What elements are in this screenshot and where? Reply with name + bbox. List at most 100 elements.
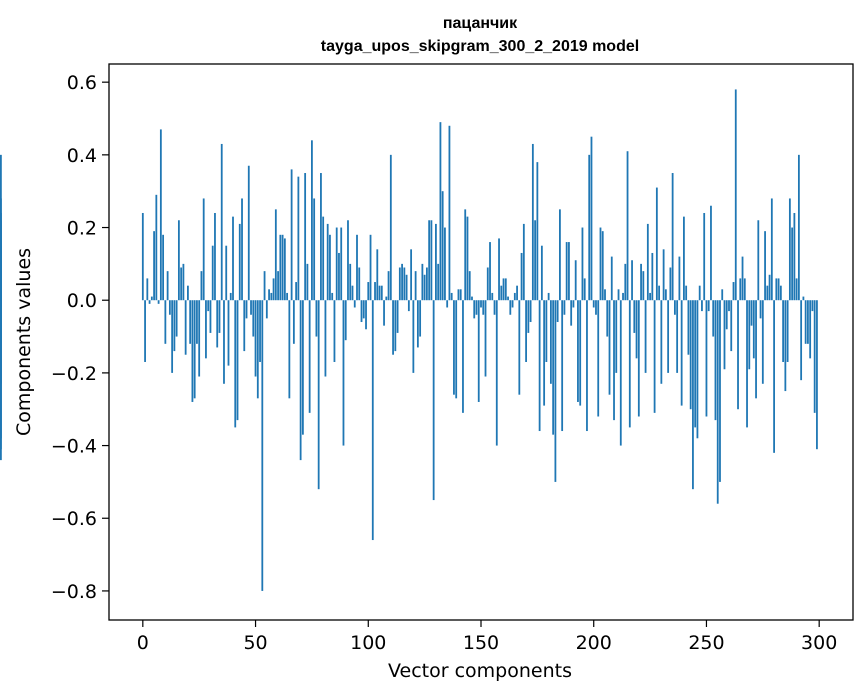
bar-48 <box>250 300 252 315</box>
bar-25 <box>198 300 201 377</box>
bar-282 <box>777 278 780 301</box>
bar-40 <box>232 216 234 301</box>
bar-33 <box>216 300 219 348</box>
bar-259 <box>725 300 728 330</box>
bar-213 <box>622 292 624 301</box>
bar-288 <box>791 227 794 301</box>
bar-82 <box>326 223 329 301</box>
bar-134 <box>444 227 446 301</box>
bar-79 <box>320 173 322 301</box>
bar-294 <box>804 300 807 344</box>
bar-271 <box>752 300 755 359</box>
bar-60 <box>277 271 279 301</box>
bar-66 <box>290 169 293 301</box>
bar-138 <box>453 300 455 395</box>
bar-279 <box>770 198 773 301</box>
bar-8 <box>159 129 162 301</box>
bar-186 <box>561 300 564 432</box>
bar-84 <box>331 292 334 301</box>
bar-75 <box>311 140 313 301</box>
bar-88 <box>340 227 343 301</box>
bar-195 <box>581 227 584 301</box>
bar-164 <box>511 300 514 308</box>
bar-181 <box>549 300 552 384</box>
bar-257 <box>721 289 724 301</box>
bar-68 <box>295 282 298 301</box>
bar-200 <box>592 300 595 308</box>
bar-31 <box>211 245 214 301</box>
bar-92 <box>349 263 352 301</box>
bar-91 <box>347 220 349 301</box>
bar-187 <box>563 300 566 315</box>
bar-216 <box>628 300 631 428</box>
bar-142 <box>462 300 464 413</box>
bar-145 <box>468 271 471 301</box>
bar-207 <box>608 300 611 395</box>
bar-17 <box>180 267 183 301</box>
bar-39 <box>229 292 232 301</box>
bar-235 <box>671 173 674 301</box>
bar-242 <box>687 300 690 355</box>
bar-57 <box>270 292 273 301</box>
bar-179 <box>545 300 548 362</box>
bar-197 <box>586 300 588 432</box>
bar-247 <box>698 285 701 301</box>
bar-1 <box>144 300 146 362</box>
bar-96 <box>358 267 361 301</box>
bar-154 <box>489 242 491 301</box>
bar-43 <box>238 223 241 301</box>
bar-114 <box>398 267 401 301</box>
bar-171 <box>527 300 530 333</box>
bar-21 <box>189 300 192 344</box>
bar-55 <box>265 300 268 319</box>
chart-title-line-2: tayga_upos_skipgram_300_2_2019 model <box>321 38 639 55</box>
bar-11 <box>166 271 169 301</box>
bar-78 <box>317 300 320 490</box>
bar-26 <box>200 271 203 301</box>
bar-174 <box>534 220 537 301</box>
bar-246 <box>696 300 699 439</box>
bar-267 <box>743 278 746 301</box>
bar-85 <box>333 300 336 362</box>
bar-218 <box>633 300 636 333</box>
bar-296 <box>809 300 812 359</box>
bar-140 <box>457 289 460 301</box>
bar-275 <box>761 300 764 384</box>
bar-315 <box>0 300 2 439</box>
bar-73 <box>306 263 309 301</box>
bar-289 <box>793 212 796 301</box>
x-tick-label: 300 <box>801 632 837 654</box>
bar-86 <box>335 227 338 301</box>
y-axis-ticks: −0.8 −0.6 −0.4 −0.2 0.0 0.2 0.4 0.6 <box>51 72 109 603</box>
bar-177 <box>540 245 543 301</box>
bar-293 <box>802 296 805 301</box>
bar-149 <box>477 300 480 402</box>
bar-249 <box>703 212 706 301</box>
bar-148 <box>475 300 478 315</box>
y-tick-label: 0.6 <box>67 72 97 94</box>
bar-109 <box>387 271 390 301</box>
y-tick-label: −0.6 <box>51 508 97 530</box>
bar-12 <box>168 300 171 315</box>
bar-120 <box>412 300 415 373</box>
bar-199 <box>590 136 593 301</box>
bar-292 <box>800 300 803 381</box>
bar-280 <box>773 300 775 453</box>
bar-278 <box>768 274 771 301</box>
bar-256 <box>719 300 721 482</box>
bar-3 <box>148 300 151 304</box>
bar-250 <box>705 300 708 417</box>
bar-165 <box>513 292 516 301</box>
bar-285 <box>784 300 787 392</box>
bar-170 <box>525 300 527 362</box>
bar-169 <box>522 223 525 301</box>
bar-0 <box>141 212 144 301</box>
bar-97 <box>360 300 363 323</box>
y-axis-label: Components values <box>13 248 35 436</box>
bar-93 <box>351 285 354 301</box>
bar-67 <box>292 300 295 344</box>
bar-131 <box>437 263 440 301</box>
bar-41 <box>234 300 237 428</box>
bar-286 <box>786 300 789 362</box>
